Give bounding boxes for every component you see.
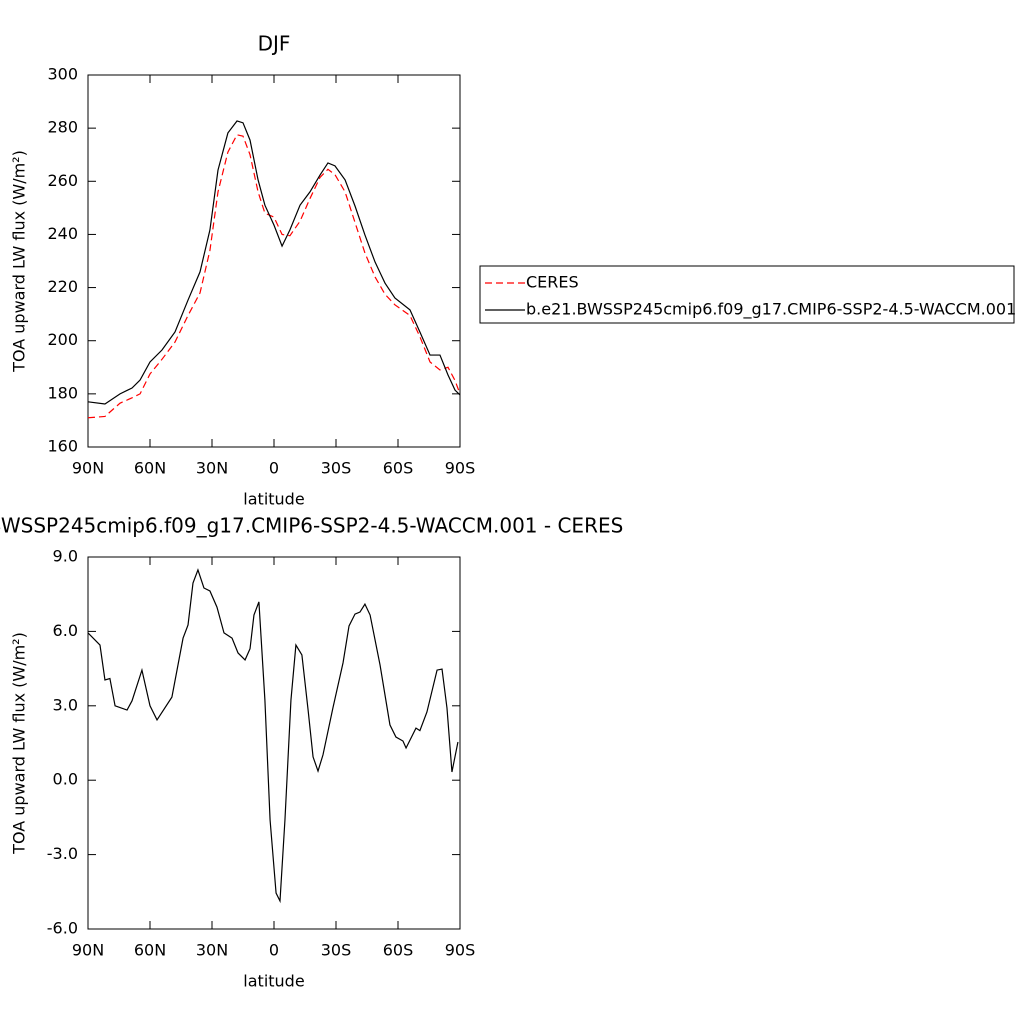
y-tick-label: 260 xyxy=(47,171,78,190)
chart-title: b.e21.BWSSP245cmip6.f09_g17.CMIP6-SSP2-4… xyxy=(0,514,623,538)
y-tick-label: 280 xyxy=(47,118,78,137)
y-tick-label: 6.0 xyxy=(53,621,78,640)
legend-box xyxy=(479,265,1015,324)
x-tick-label: 0 xyxy=(269,459,279,478)
x-tick-label: 60N xyxy=(134,459,166,478)
x-tick-label: 90S xyxy=(445,941,476,960)
y-tick-label: 9.0 xyxy=(53,547,78,566)
y-tick-label: 300 xyxy=(47,65,78,84)
y-tick-label: -6.0 xyxy=(47,919,78,938)
y-axis-label: TOA upward LW flux (W/m²) xyxy=(10,150,29,373)
x-tick-label: 60N xyxy=(134,941,166,960)
y-tick-label: 220 xyxy=(47,277,78,296)
legend-label: CERES xyxy=(526,273,579,292)
x-tick-label: 90N xyxy=(72,941,104,960)
y-tick-label: 0.0 xyxy=(53,770,78,789)
x-tick-label: 90N xyxy=(72,459,104,478)
x-tick-label: 30N xyxy=(196,459,228,478)
legend-label: b.e21.BWSSP245cmip6.f09_g17.CMIP6-SSP2-4… xyxy=(526,300,1016,320)
y-tick-label: 180 xyxy=(47,383,78,402)
chart-title: DJF xyxy=(258,32,291,56)
y-tick-label: -3.0 xyxy=(47,844,78,863)
data-line xyxy=(87,134,461,419)
plot-frame xyxy=(87,74,461,448)
x-tick-label: 0 xyxy=(269,941,279,960)
x-axis-label: latitude xyxy=(243,490,304,509)
x-tick-label: 30S xyxy=(321,459,352,478)
x-tick-label: 90S xyxy=(445,459,476,478)
y-axis-label: TOA upward LW flux (W/m²) xyxy=(10,632,29,855)
data-line xyxy=(87,120,461,405)
x-tick-label: 30S xyxy=(321,941,352,960)
y-tick-label: 240 xyxy=(47,224,78,243)
x-tick-label: 60S xyxy=(383,941,414,960)
x-tick-label: 60S xyxy=(383,459,414,478)
data-line xyxy=(87,568,459,904)
x-tick-label: 30N xyxy=(196,941,228,960)
y-tick-label: 200 xyxy=(47,330,78,349)
x-axis-label: latitude xyxy=(243,972,304,991)
y-tick-label: 160 xyxy=(47,437,78,456)
y-tick-label: 3.0 xyxy=(53,695,78,714)
